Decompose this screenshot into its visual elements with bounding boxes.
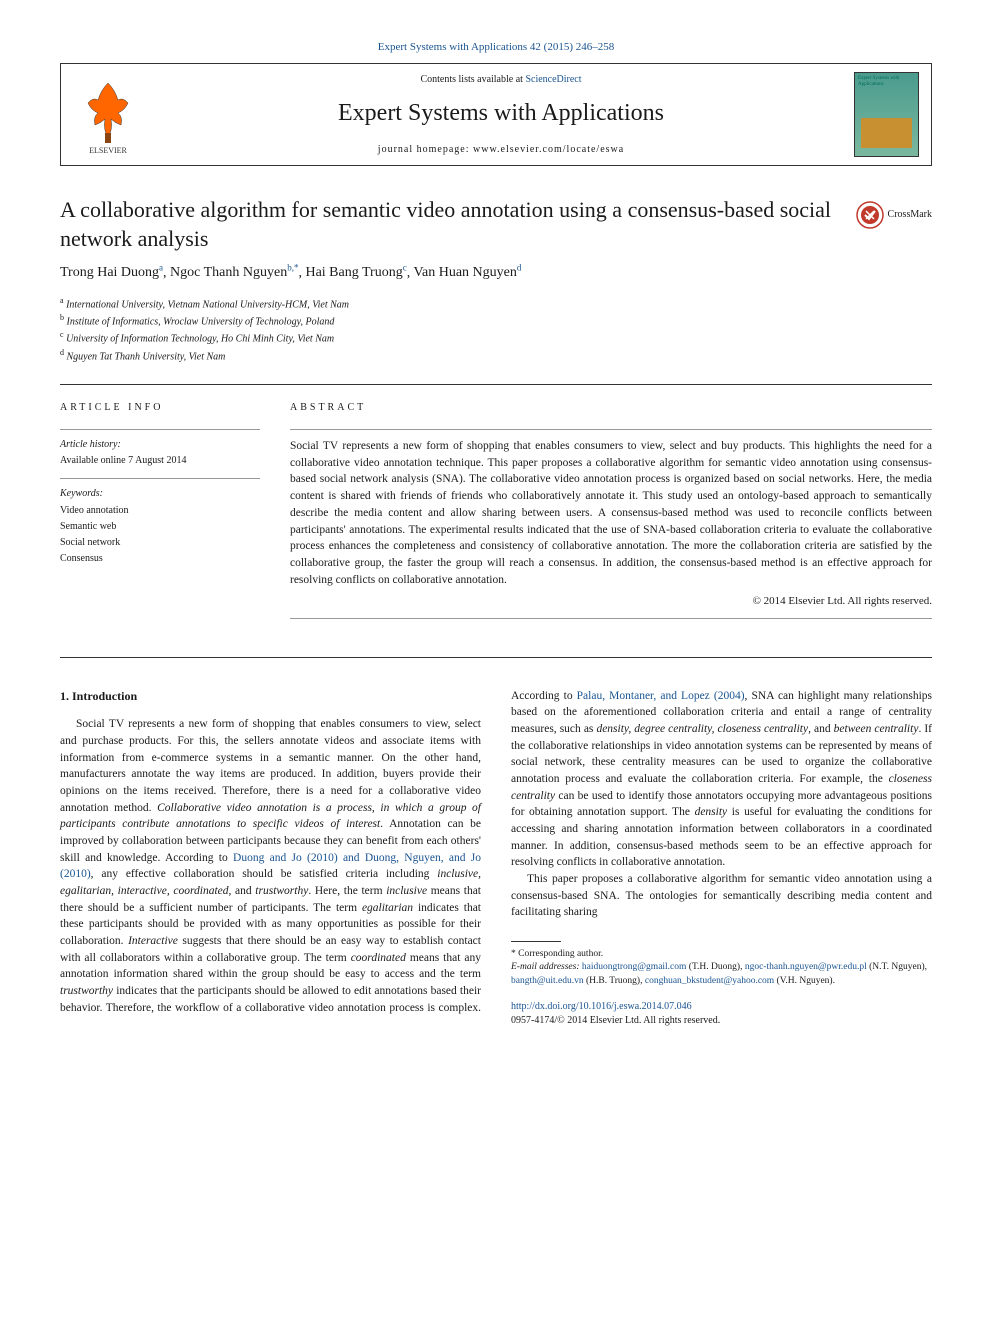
email-link[interactable]: bangth@uit.edu.vn [511, 976, 584, 986]
keyword: Video annotation [60, 503, 260, 519]
author: Ngoc Thanh Nguyenb,* [170, 265, 298, 280]
keyword: Consensus [60, 551, 260, 567]
homepage-url[interactable]: www.elsevier.com/locate/eswa [473, 144, 624, 155]
history-text: Available online 7 August 2014 [60, 454, 260, 468]
affiliations: a International University, Vietnam Nati… [60, 295, 932, 364]
author: Trong Hai Duonga [60, 265, 163, 280]
divider [60, 429, 260, 430]
author: Hai Bang Truongc [305, 265, 406, 280]
divider [60, 478, 260, 479]
aff-sup[interactable]: a [159, 263, 163, 273]
footnotes-block: * Corresponding author. E-mail addresses… [511, 941, 932, 1028]
author: Van Huan Nguyend [413, 265, 521, 280]
article-info-heading: ARTICLE INFO [60, 401, 260, 415]
journal-name: Expert Systems with Applications [163, 97, 839, 131]
crossmark-badge[interactable]: CrossMark [856, 201, 932, 229]
doi-link[interactable]: http://dx.doi.org/10.1016/j.eswa.2014.07… [511, 1001, 692, 1012]
doi-block: http://dx.doi.org/10.1016/j.eswa.2014.07… [511, 1000, 932, 1028]
keywords-label: Keywords: [60, 487, 260, 501]
contents-line: Contents lists available at ScienceDirec… [163, 73, 839, 87]
abstract-block: ABSTRACT Social TV represents a new form… [290, 401, 932, 626]
divider [290, 429, 932, 430]
section-heading: 1. Introduction [60, 688, 481, 705]
divider [60, 657, 932, 658]
citation-header: Expert Systems with Applications 42 (201… [60, 40, 932, 55]
issn-line: 0957-4174/© 2014 Elsevier Ltd. All right… [511, 1015, 720, 1026]
history-label: Article history: [60, 438, 260, 452]
email-addresses: E-mail addresses: haiduongtrong@gmail.co… [511, 961, 932, 988]
keyword: Semantic web [60, 519, 260, 535]
aff-sup[interactable]: c [403, 263, 407, 273]
elsevier-logo: ELSEVIER [73, 75, 143, 155]
corresponding-author-note: * Corresponding author. [511, 948, 932, 961]
article-info-block: ARTICLE INFO Article history: Available … [60, 401, 260, 626]
email-link[interactable]: ngoc-thanh.nguyen@pwr.edu.pl [745, 962, 867, 972]
crossmark-icon [856, 201, 884, 229]
keyword: Social network [60, 535, 260, 551]
abstract-heading: ABSTRACT [290, 401, 932, 415]
aff-sup[interactable]: b,* [287, 263, 298, 273]
abstract-copyright: © 2014 Elsevier Ltd. All rights reserved… [290, 594, 932, 609]
citation-link[interactable]: Expert Systems with Applications 42 (201… [378, 41, 614, 53]
journal-cover-thumb: Expert Systems with Applications [854, 72, 919, 157]
journal-homepage: journal homepage: www.elsevier.com/locat… [163, 143, 839, 157]
divider [60, 384, 932, 385]
email-link[interactable]: conghuan_bkstudent@yahoo.com [645, 976, 774, 986]
author-list: Trong Hai Duonga, Ngoc Thanh Nguyenb,*, … [60, 262, 932, 283]
aff-sup[interactable]: d [517, 263, 522, 273]
email-link[interactable]: haiduongtrong@gmail.com [582, 962, 687, 972]
divider [290, 618, 932, 619]
journal-header-box: ELSEVIER Contents lists available at Sci… [60, 63, 932, 166]
paper-title: A collaborative algorithm for semantic v… [60, 196, 836, 253]
divider [511, 941, 561, 942]
sciencedirect-link[interactable]: ScienceDirect [525, 74, 581, 85]
svg-text:ELSEVIER: ELSEVIER [89, 146, 127, 155]
citation-link[interactable]: Palau, Montaner, and Lopez (2004) [577, 690, 745, 702]
body-paragraph: This paper proposes a collaborative algo… [511, 871, 932, 921]
keywords-list: Video annotation Semantic web Social net… [60, 503, 260, 567]
abstract-text: Social TV represents a new form of shopp… [290, 438, 932, 588]
